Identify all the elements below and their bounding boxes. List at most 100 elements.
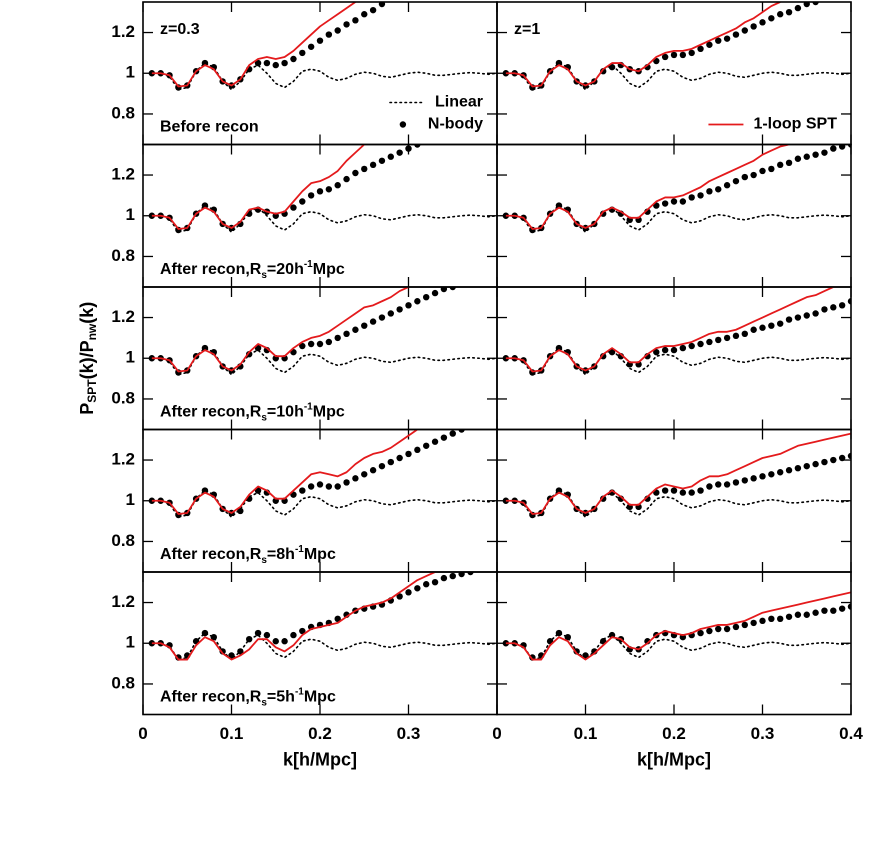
n-body-point (759, 324, 766, 331)
plot-area (148, 287, 497, 376)
text-segment: s (261, 697, 267, 708)
n-body-point (785, 467, 793, 474)
y-tick-label: 1 (126, 633, 135, 652)
n-body-point (423, 581, 430, 588)
n-body-point (715, 625, 722, 633)
n-body-point (237, 648, 244, 655)
n-body-point (661, 200, 669, 207)
n-body-point (334, 615, 341, 623)
n-body-point (697, 340, 704, 348)
n-body-point (378, 314, 386, 321)
n-body-point (502, 355, 510, 362)
n-body-point (821, 458, 828, 466)
n-body-point (679, 489, 687, 496)
n-body-point (502, 497, 510, 504)
n-body-point (706, 41, 713, 48)
n-body-point (803, 2, 810, 8)
n-body-point (706, 627, 713, 635)
text-segment: -1 (295, 686, 304, 697)
n-body-point (299, 487, 306, 494)
n-body-point (821, 607, 828, 614)
n-body-point (352, 475, 359, 482)
n-body-point (228, 652, 235, 659)
spt-line (505, 287, 834, 373)
y-tick-label: 0.8 (111, 388, 135, 407)
n-body-point (396, 149, 403, 156)
y-axis-label: PSPT(k)/Pnw(k) (77, 302, 99, 415)
n-body-point (316, 481, 324, 488)
text-segment: z=1 (514, 21, 540, 38)
n-body-point (201, 59, 209, 67)
n-body-point (387, 153, 394, 160)
n-body-point (715, 336, 722, 344)
linear-line (151, 489, 497, 518)
n-body-point (679, 344, 687, 352)
n-body-point (343, 21, 350, 28)
n-body-point (343, 175, 350, 183)
x-tick-label: 0.2 (662, 724, 686, 743)
n-body-point (352, 169, 359, 177)
text-segment: (k)/P (77, 340, 97, 379)
n-body-point (405, 450, 412, 458)
x-tick-label: 0.3 (397, 724, 421, 743)
spt-line (151, 287, 409, 373)
linear-line (505, 62, 851, 91)
n-body-point (777, 615, 784, 623)
text-segment: Mpc (304, 689, 336, 706)
n-body-point (201, 202, 209, 209)
text-segment: Mpc (304, 546, 336, 563)
linear-line (151, 204, 497, 233)
n-body-point (325, 483, 333, 490)
n-body-point (750, 171, 757, 179)
n-body-point (688, 489, 695, 496)
n-body-point (387, 458, 394, 466)
n-body-point (715, 481, 722, 488)
n-body-point (697, 487, 704, 494)
n-body-point (555, 202, 563, 209)
spt-line (505, 2, 781, 88)
text-segment: Mpc (313, 261, 345, 278)
n-body-point (396, 454, 403, 462)
n-body-point (396, 593, 403, 600)
spt-line (151, 429, 418, 515)
spt-line (151, 2, 356, 88)
y-tick-label: 1.2 (111, 165, 135, 184)
n-body-point (414, 585, 421, 592)
linear-line (151, 62, 497, 91)
x-tick-label: 0.2 (308, 724, 332, 743)
x-axis-label: k[h/Mpc] (283, 749, 357, 769)
spt-line (151, 144, 365, 230)
n-body-point (803, 462, 810, 470)
plot-area (148, 144, 497, 234)
n-body-point (343, 479, 350, 486)
n-body-point (405, 302, 412, 309)
text-segment: After recon,R (160, 689, 262, 706)
n-body-point (608, 348, 616, 356)
spt-line (151, 572, 436, 661)
n-body-point (821, 306, 828, 313)
n-body-point (688, 49, 695, 57)
n-body-point (838, 454, 846, 462)
n-body-point (555, 59, 563, 67)
n-body-point (299, 342, 306, 350)
n-body-point (706, 338, 713, 346)
n-body-point (352, 326, 359, 333)
n-body-point (794, 464, 802, 472)
text-segment: -1 (304, 401, 313, 412)
n-body-point (688, 342, 695, 350)
plot-area (502, 144, 851, 234)
x-tick-label: 0 (492, 724, 501, 743)
n-body-point (290, 204, 297, 211)
n-body-point (803, 611, 810, 618)
x-tick-label: 0.4 (839, 724, 863, 743)
n-body-point (272, 638, 279, 645)
n-body-point (670, 487, 678, 494)
spt-line (505, 591, 851, 661)
n-body-point (396, 306, 403, 313)
n-body-point (794, 611, 802, 618)
x-axis-label: k[h/Mpc] (637, 749, 711, 769)
n-body-point (741, 477, 748, 484)
n-body-point (706, 483, 713, 490)
n-body-point (334, 27, 341, 34)
n-body-point (201, 487, 209, 494)
